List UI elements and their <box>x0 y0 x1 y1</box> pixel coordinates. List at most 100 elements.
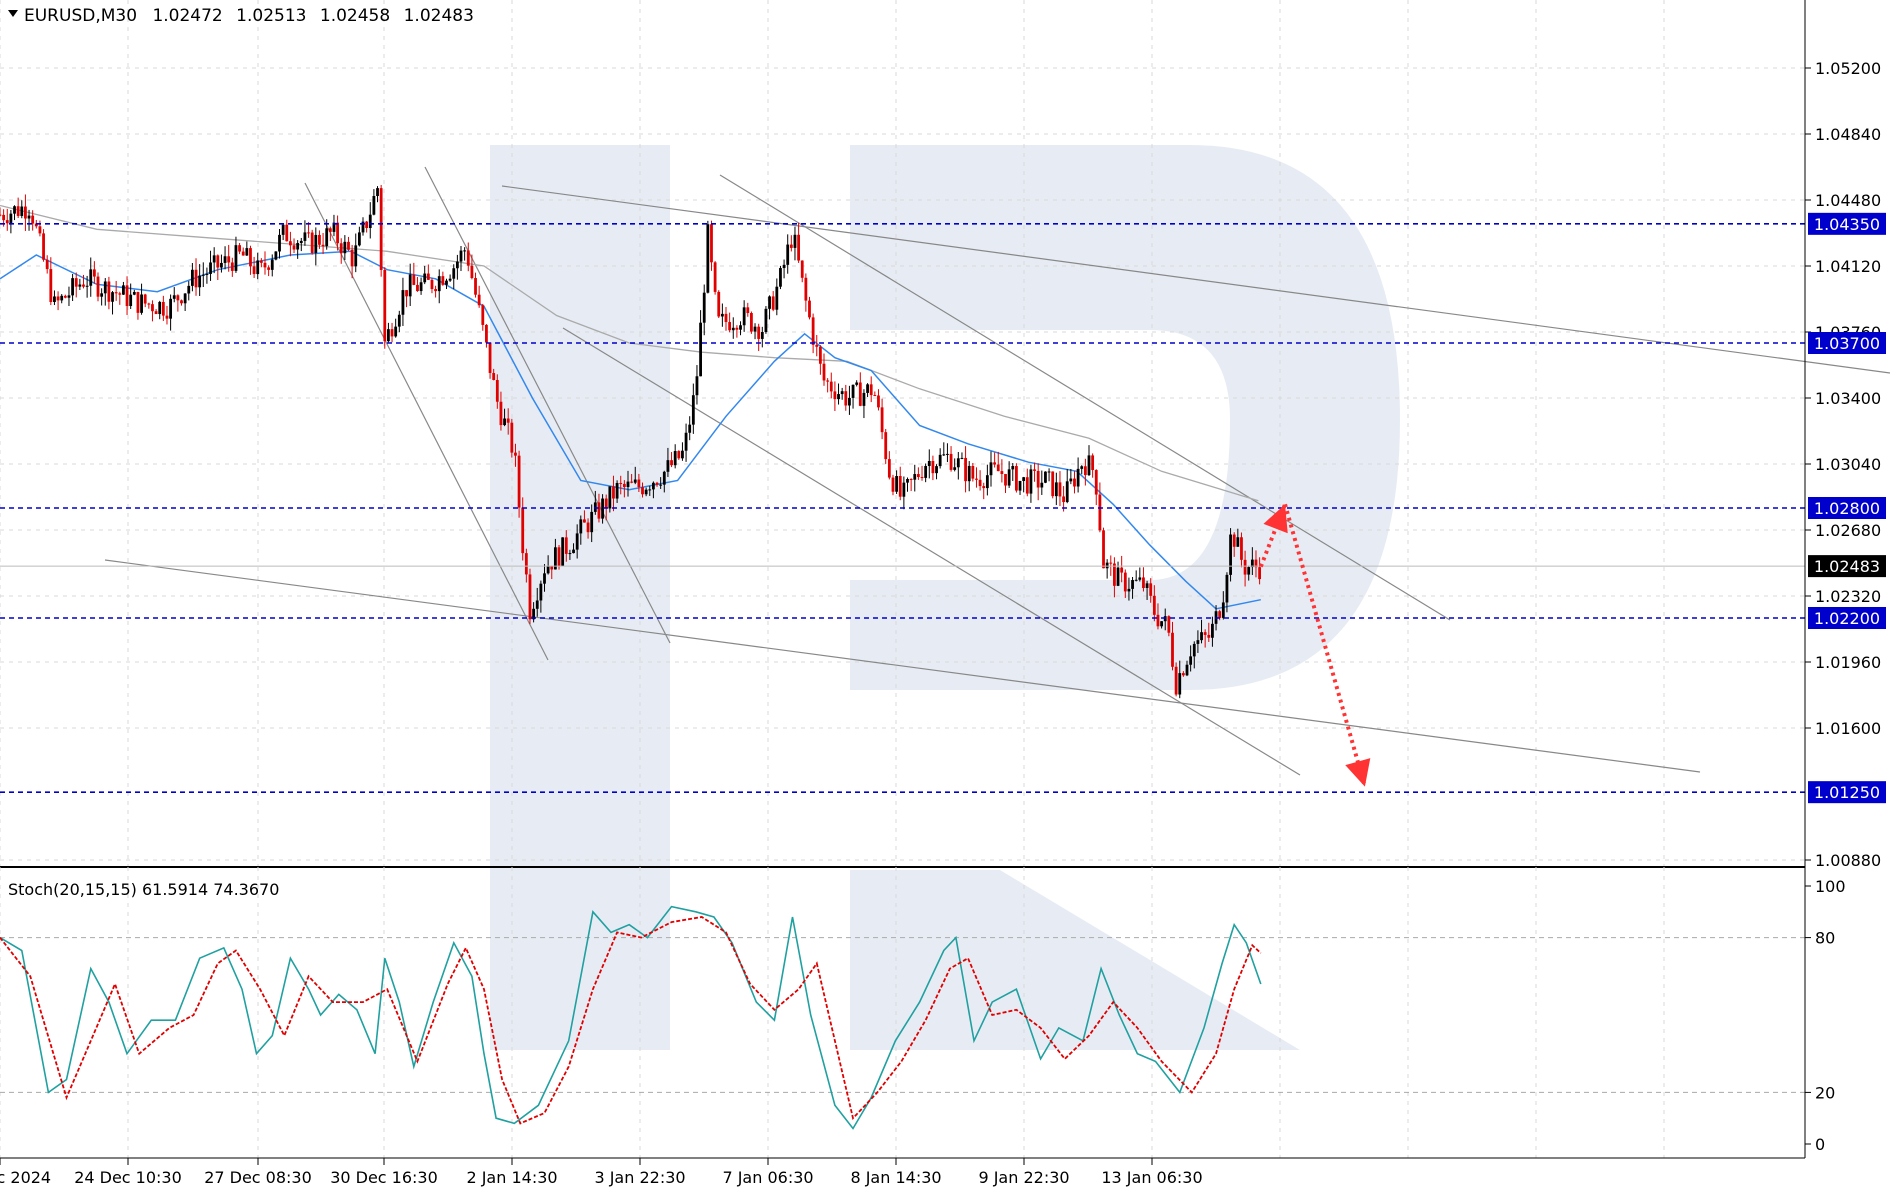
price-tick-label: 1.04840 <box>1815 125 1881 144</box>
candle-body <box>782 264 786 269</box>
candle-body <box>1069 478 1073 482</box>
candle-body <box>724 313 728 323</box>
candle-body <box>975 478 978 480</box>
candle-body <box>608 486 612 509</box>
candle-body <box>670 460 673 466</box>
forecast-arrow-head <box>1263 504 1288 534</box>
candle-body <box>1004 474 1007 486</box>
candle-body <box>263 262 267 268</box>
candle-body <box>1225 574 1229 603</box>
candle-body <box>1087 455 1091 476</box>
time-axis[interactable]: 23 Dec 2024 24 Dec 10:30 27 Dec 08:30 30 De… <box>0 1158 1203 1187</box>
candle-body <box>681 450 684 459</box>
candle-body <box>942 454 946 456</box>
candle-body <box>165 315 169 319</box>
price-panel[interactable] <box>0 0 1890 867</box>
candle-body <box>1036 470 1040 488</box>
candle-body <box>1098 494 1102 531</box>
candle-body <box>514 452 517 456</box>
candle-body <box>430 279 434 290</box>
candle-body <box>2 214 6 221</box>
candle-body <box>256 260 260 275</box>
candle-body <box>161 301 165 316</box>
stochastic-lines <box>0 905 1262 1130</box>
candle-body <box>485 324 488 343</box>
candle-body <box>1240 537 1243 560</box>
candle-body <box>818 346 822 364</box>
candle-body <box>572 549 575 554</box>
candle-body <box>1218 611 1222 618</box>
candle-body <box>1029 469 1033 494</box>
candle-body <box>198 275 202 288</box>
horizontal-levels <box>0 223 1805 793</box>
candle-body <box>1149 583 1153 596</box>
candle-body <box>241 251 245 256</box>
candle-body <box>169 298 173 319</box>
candle-body <box>470 265 474 279</box>
candle-body <box>826 380 830 382</box>
candle-body <box>45 259 49 270</box>
stochastic-panel[interactable]: 100 80 20 0 <box>0 867 1846 1158</box>
candle-body <box>786 244 790 265</box>
candle-body <box>869 384 873 396</box>
candle-body <box>699 322 702 377</box>
candle-body <box>252 266 256 275</box>
candle-body <box>553 547 557 570</box>
price-tick-label: 1.04120 <box>1815 257 1881 276</box>
candle-body <box>1018 480 1022 491</box>
candle-body <box>158 301 162 315</box>
candle-body <box>967 465 971 482</box>
candle-body <box>1058 482 1062 497</box>
candle-body <box>187 285 191 294</box>
candle-body <box>739 325 742 330</box>
candle-body <box>63 295 67 298</box>
candle-body <box>78 284 82 287</box>
candle-body <box>96 276 100 297</box>
candle-body <box>597 502 601 519</box>
candle-body <box>303 232 307 241</box>
candle-body <box>524 553 528 575</box>
price-tick-label: 1.03400 <box>1815 389 1881 408</box>
candle-body <box>1062 496 1065 503</box>
candle-body <box>630 481 634 483</box>
candle-body <box>1109 562 1113 564</box>
candle-body <box>448 278 452 281</box>
forecast-arrows <box>1258 503 1371 788</box>
candle-body <box>506 418 510 423</box>
candle-body <box>873 395 877 397</box>
ma-slow-line <box>0 204 1259 502</box>
candle-body <box>1022 477 1026 481</box>
candle-body <box>114 292 118 294</box>
symbol-dropdown-icon[interactable] <box>8 10 18 17</box>
candle-body <box>953 467 957 470</box>
candle-body <box>53 296 56 302</box>
candle-body <box>408 274 412 297</box>
candle-body <box>1094 470 1098 495</box>
candle-body <box>789 244 793 248</box>
candle-body <box>543 573 546 584</box>
candle-body <box>1015 466 1018 491</box>
candle-body <box>492 372 496 381</box>
candle-body <box>579 519 583 534</box>
candle-body <box>902 482 906 497</box>
candle-body <box>230 262 234 271</box>
candle-body <box>884 432 888 460</box>
candle-body <box>27 215 31 219</box>
candle-body <box>270 259 274 270</box>
candle-body <box>466 250 470 266</box>
candle-body <box>1000 471 1004 475</box>
candle-body <box>1250 559 1254 568</box>
level-label-box <box>1808 212 1886 235</box>
candle-body <box>1247 567 1251 575</box>
candle-body <box>717 291 721 317</box>
candle-body <box>1258 567 1262 580</box>
price-axis[interactable]: 1.052001.048401.044801.041201.037601.034… <box>1804 0 1886 870</box>
candle-body <box>652 482 655 490</box>
candle-body <box>419 282 423 292</box>
candle-body <box>390 329 394 337</box>
candle-body <box>702 292 706 323</box>
candle-body <box>1076 468 1080 487</box>
candle-body <box>993 462 997 465</box>
candle-body <box>586 522 590 533</box>
candle-body <box>1054 482 1058 497</box>
